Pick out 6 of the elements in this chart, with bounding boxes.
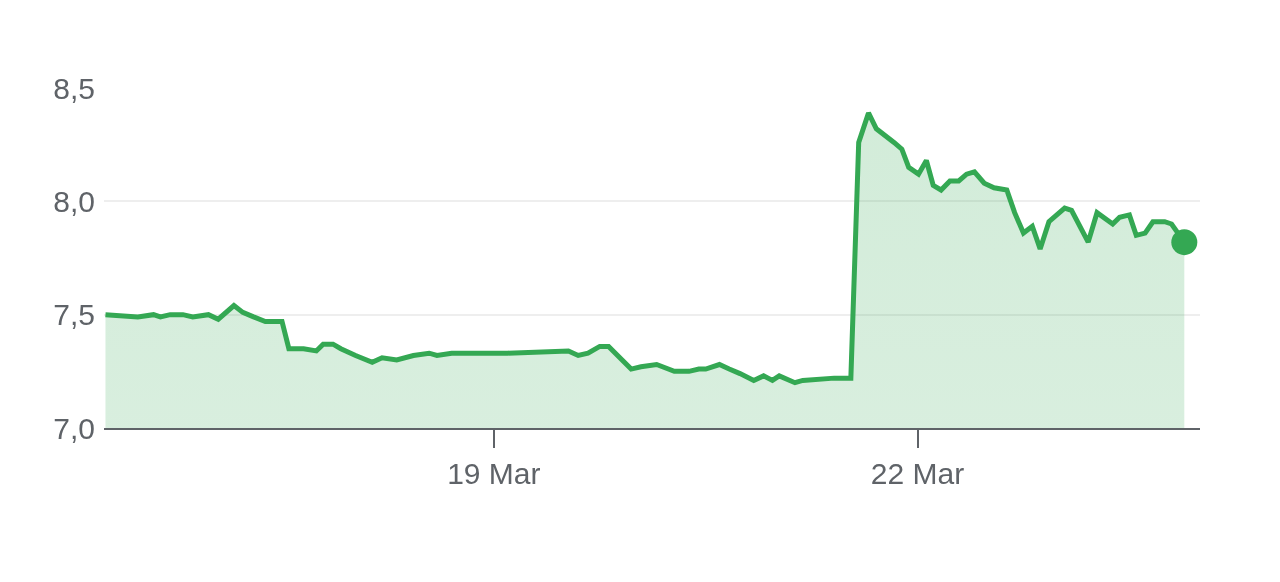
x-tick-label: 22 Mar xyxy=(870,457,965,490)
y-tick-label: 8,0 xyxy=(53,184,95,218)
y-tick-label: 7,0 xyxy=(53,411,95,445)
y-tick-label: 7,5 xyxy=(53,298,95,332)
y-tick-label: 8,5 xyxy=(53,71,95,105)
x-tick-label: 19 Mar xyxy=(447,457,541,490)
